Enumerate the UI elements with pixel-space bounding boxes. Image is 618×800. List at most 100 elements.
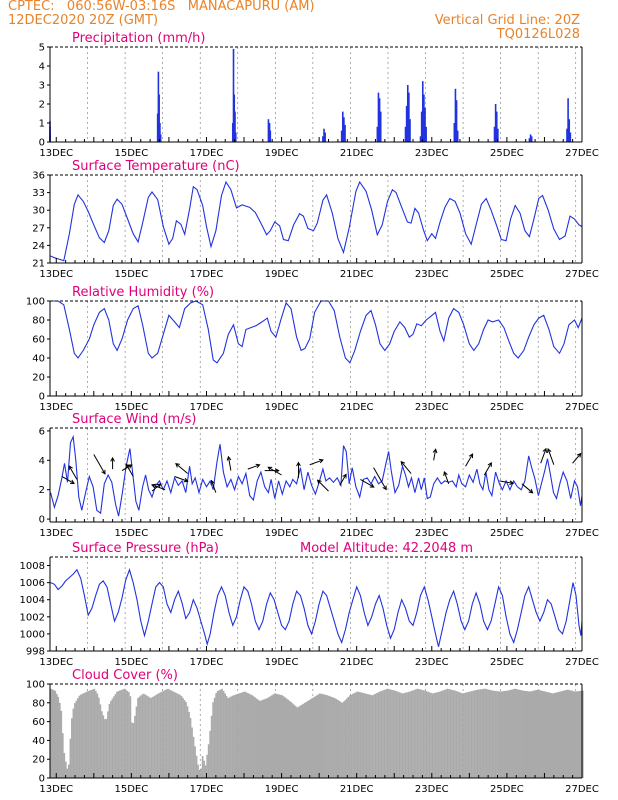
precip-bar	[323, 128, 325, 142]
cloud-bar	[475, 690, 477, 778]
cloud-bar	[524, 690, 527, 778]
precip-xtick-label: 21DEC	[340, 148, 374, 159]
cloud-bar	[343, 701, 345, 778]
cloud-bar	[356, 691, 359, 778]
cloud-bar	[213, 697, 216, 778]
cloud-ytick-label: 40	[32, 736, 45, 747]
cloud-bar	[251, 695, 253, 778]
cloud-bar	[532, 690, 535, 778]
precip-bar	[159, 134, 162, 142]
cloud-bar	[536, 689, 539, 778]
pressure-ytick-label: 1006	[20, 578, 45, 589]
cloud-bar	[126, 691, 129, 778]
cloud-bar	[565, 690, 568, 778]
wind-arrow	[540, 448, 547, 464]
cloud-bar	[204, 765, 207, 778]
cloud-bar	[288, 700, 291, 778]
pressure-xtick-label: 21DEC	[340, 657, 374, 668]
cloud-bar	[526, 691, 528, 778]
cloud-bar	[353, 693, 356, 778]
cloud-bar	[577, 691, 580, 778]
wind-arrow	[443, 471, 450, 484]
cloud-bar	[323, 694, 326, 778]
wind-arrow-head	[542, 447, 548, 453]
wind-arrow-head	[342, 473, 347, 479]
rh-xtick-label: 21DEC	[340, 402, 374, 413]
wind-arrow	[151, 484, 166, 491]
wind-ytick-label: 0	[39, 515, 45, 526]
cloud-bar	[99, 704, 102, 778]
cloud-bar	[458, 692, 461, 778]
cloud-bar	[224, 693, 226, 778]
cloud-bar	[258, 700, 261, 778]
precip-bar	[341, 111, 344, 142]
cloud-bar	[404, 692, 407, 778]
cloud-bar	[225, 695, 228, 778]
pressure-ytick-label: 1008	[20, 561, 45, 572]
cloud-bar	[294, 706, 297, 778]
temp-ytick-label: 30	[32, 206, 45, 217]
cloud-bar	[300, 704, 303, 778]
cloud-xtick-label: 17DEC	[190, 784, 224, 795]
cloud-bar	[90, 689, 93, 778]
cloud-bar	[153, 695, 156, 778]
cloud-bar	[328, 695, 330, 778]
rh-ytick-label: 60	[32, 335, 45, 346]
cloud-bar	[344, 699, 347, 778]
cloud-bar	[92, 689, 94, 778]
cloud-bar	[162, 690, 165, 778]
pressure-ytick-label: 998	[26, 647, 45, 658]
precip-xtick-label: 19DEC	[265, 148, 299, 159]
cloud-bar	[415, 689, 417, 778]
wind-arrow	[211, 480, 217, 493]
cloud-bar	[371, 695, 374, 778]
cloud-bar	[296, 707, 299, 778]
cloud-bar	[367, 694, 369, 778]
pressure-xtick-label: 17DEC	[190, 657, 224, 668]
cloud-bar	[155, 694, 157, 778]
cloud-bar	[535, 690, 538, 778]
cloud-bar	[167, 688, 169, 778]
cloud-bar	[566, 689, 569, 778]
wind-arrow-head	[70, 479, 75, 484]
cloud-bar	[466, 692, 468, 778]
cloud-bar	[314, 696, 317, 778]
precip-bar	[376, 126, 379, 142]
cloud-bar	[499, 691, 501, 778]
cloud-bar	[266, 698, 269, 778]
wind-xtick-label: 25DEC	[490, 528, 524, 539]
cloud-bar	[215, 693, 217, 778]
pressure-xtick-label: 13DEC	[39, 657, 73, 668]
wind-xtick-label: 17DEC	[190, 528, 224, 539]
wind-xtick-label: 13DEC	[39, 528, 73, 539]
cloud-bar	[341, 702, 344, 778]
cloud-bar	[270, 695, 273, 778]
cloud-bar	[392, 690, 395, 778]
cloud-bar	[156, 693, 159, 778]
cloud-bar	[401, 693, 404, 778]
precip-bar	[497, 128, 499, 142]
wind-arrow-head	[156, 483, 162, 488]
cloud-bar	[63, 752, 66, 778]
cloud-bar	[299, 705, 302, 778]
wind-arrow	[309, 459, 324, 466]
cloud-bar	[365, 693, 368, 778]
wind-arrow	[483, 462, 492, 476]
cloud-bar	[443, 689, 446, 778]
cloud-bar	[511, 689, 513, 778]
cloud-bar	[116, 691, 118, 778]
cloud-bar	[263, 699, 266, 778]
precip-bar	[234, 111, 236, 142]
cloud-bar	[60, 710, 63, 778]
cloud-bar	[69, 738, 72, 778]
header-left-line2: 12DEC2020 20Z (GMT)	[8, 13, 159, 28]
cloud-bar	[114, 694, 117, 778]
wind-arrow	[247, 464, 260, 470]
cloud-bar	[222, 690, 225, 778]
precip-xtick-label: 15DEC	[114, 148, 148, 159]
cloud-bar	[422, 690, 425, 778]
cloud-bar	[488, 689, 491, 778]
cloud-bar	[312, 697, 315, 778]
cloud-bar	[470, 691, 473, 778]
cloud-bar	[332, 697, 335, 778]
